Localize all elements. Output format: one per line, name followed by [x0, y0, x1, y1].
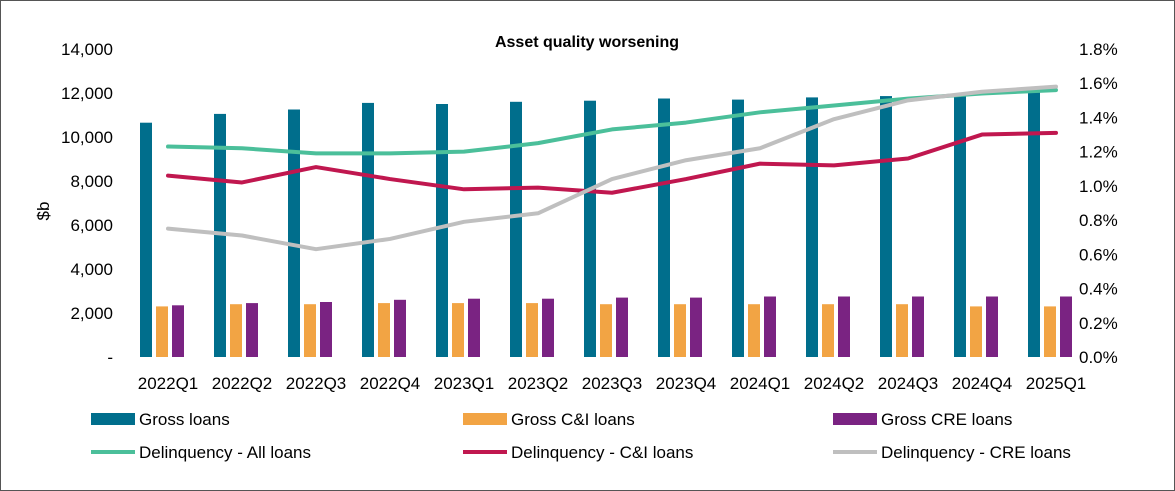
y2-tick-label: 0.8%: [1079, 211, 1118, 230]
y-axis-label: $b: [34, 202, 53, 221]
bar-gross-cre-loans: [838, 296, 850, 357]
x-tick-label: 2024Q3: [878, 374, 939, 393]
bar-gross-cre-loans: [394, 299, 406, 357]
bar-gross-c-i-loans: [156, 306, 168, 357]
bar-gross-c-i-loans: [230, 304, 242, 357]
y-tick-label: 2,000: [70, 304, 113, 323]
x-tick-label: 2024Q2: [804, 374, 865, 393]
chart-title: Asset quality worsening: [495, 34, 679, 51]
bar-gross-cre-loans: [320, 302, 332, 357]
bar-gross-cre-loans: [1060, 296, 1072, 357]
legend-label: Delinquency - C&I loans: [511, 443, 693, 462]
y2-tick-label: 1.0%: [1079, 177, 1118, 196]
bar-gross-cre-loans: [246, 303, 258, 357]
bar-gross-c-i-loans: [970, 306, 982, 357]
bar-gross-loans: [732, 99, 744, 357]
x-tick-label: 2024Q4: [952, 374, 1013, 393]
bar-gross-loans: [806, 97, 818, 358]
y-tick-label: 10,000: [61, 128, 113, 147]
y2-tick-label: 0.4%: [1079, 280, 1118, 299]
x-tick-label: 2023Q4: [656, 374, 717, 393]
bar-gross-loans: [954, 94, 966, 357]
bar-gross-c-i-loans: [822, 304, 834, 357]
legend-label: Delinquency - All loans: [139, 443, 311, 462]
bar-gross-cre-loans: [690, 297, 702, 357]
bar-gross-cre-loans: [912, 296, 924, 357]
line-delinquency-cre-loans: [166, 84, 1058, 252]
bar-gross-cre-loans: [764, 296, 776, 357]
x-tick-label: 2023Q1: [434, 374, 495, 393]
y2-tick-label: 1.6%: [1079, 74, 1118, 93]
y-tick-label: 6,000: [70, 216, 113, 235]
x-tick-label: 2022Q4: [360, 374, 421, 393]
bar-gross-c-i-loans: [896, 304, 908, 357]
x-tick-label: 2025Q1: [1026, 374, 1087, 393]
bar-gross-cre-loans: [616, 297, 628, 357]
x-tick-label: 2022Q3: [286, 374, 347, 393]
x-tick-label: 2023Q2: [508, 374, 569, 393]
x-tick-label: 2022Q1: [138, 374, 199, 393]
y-tick-label: 14,000: [61, 40, 113, 59]
bar-gross-c-i-loans: [748, 304, 760, 357]
y2-tick-label: 1.2%: [1079, 143, 1118, 162]
bar-gross-loans: [288, 109, 300, 357]
x-tick-label: 2024Q1: [730, 374, 791, 393]
y2-tick-label: 1.4%: [1079, 108, 1118, 127]
x-tick-label: 2022Q2: [212, 374, 273, 393]
legend-label: Delinquency - CRE loans: [881, 443, 1071, 462]
bar-gross-cre-loans: [172, 305, 184, 357]
y2-tick-label: 0.0%: [1079, 348, 1118, 367]
bar-gross-loans: [1028, 90, 1040, 358]
bar-gross-cre-loans: [468, 298, 480, 357]
legend-label: Gross CRE loans: [881, 410, 1012, 429]
bar-gross-cre-loans: [542, 298, 554, 357]
legend-swatch: [833, 413, 877, 425]
y2-tick-label: 1.8%: [1079, 40, 1118, 59]
bar-gross-c-i-loans: [378, 303, 390, 357]
y2-tick-label: 0.2%: [1079, 314, 1118, 333]
bar-gross-c-i-loans: [304, 304, 316, 357]
bar-gross-loans: [658, 98, 670, 357]
bar-gross-loans: [584, 100, 596, 357]
line-delinquency-c-i-loans: [166, 130, 1058, 195]
legend-label: Gross C&I loans: [511, 410, 635, 429]
y-tick-label: -: [107, 348, 113, 367]
y-tick-label: 8,000: [70, 172, 113, 191]
bar-gross-c-i-loans: [526, 303, 538, 357]
bar-gross-c-i-loans: [452, 303, 464, 357]
y2-tick-label: 0.6%: [1079, 245, 1118, 264]
legend-label: Gross loans: [139, 410, 230, 429]
y-tick-label: 12,000: [61, 84, 113, 103]
y-tick-label: 4,000: [70, 260, 113, 279]
bar-gross-loans: [140, 122, 152, 357]
bar-gross-c-i-loans: [1044, 306, 1056, 357]
legend-swatch: [463, 413, 507, 425]
bar-gross-loans: [362, 102, 374, 358]
bar-gross-c-i-loans: [674, 304, 686, 357]
bar-gross-c-i-loans: [600, 304, 612, 357]
bar-gross-loans: [436, 104, 448, 357]
bar-gross-loans: [510, 101, 522, 357]
x-tick-label: 2023Q3: [582, 374, 643, 393]
legend-swatch: [91, 413, 135, 425]
bar-gross-loans: [880, 96, 892, 357]
bar-gross-cre-loans: [986, 296, 998, 357]
